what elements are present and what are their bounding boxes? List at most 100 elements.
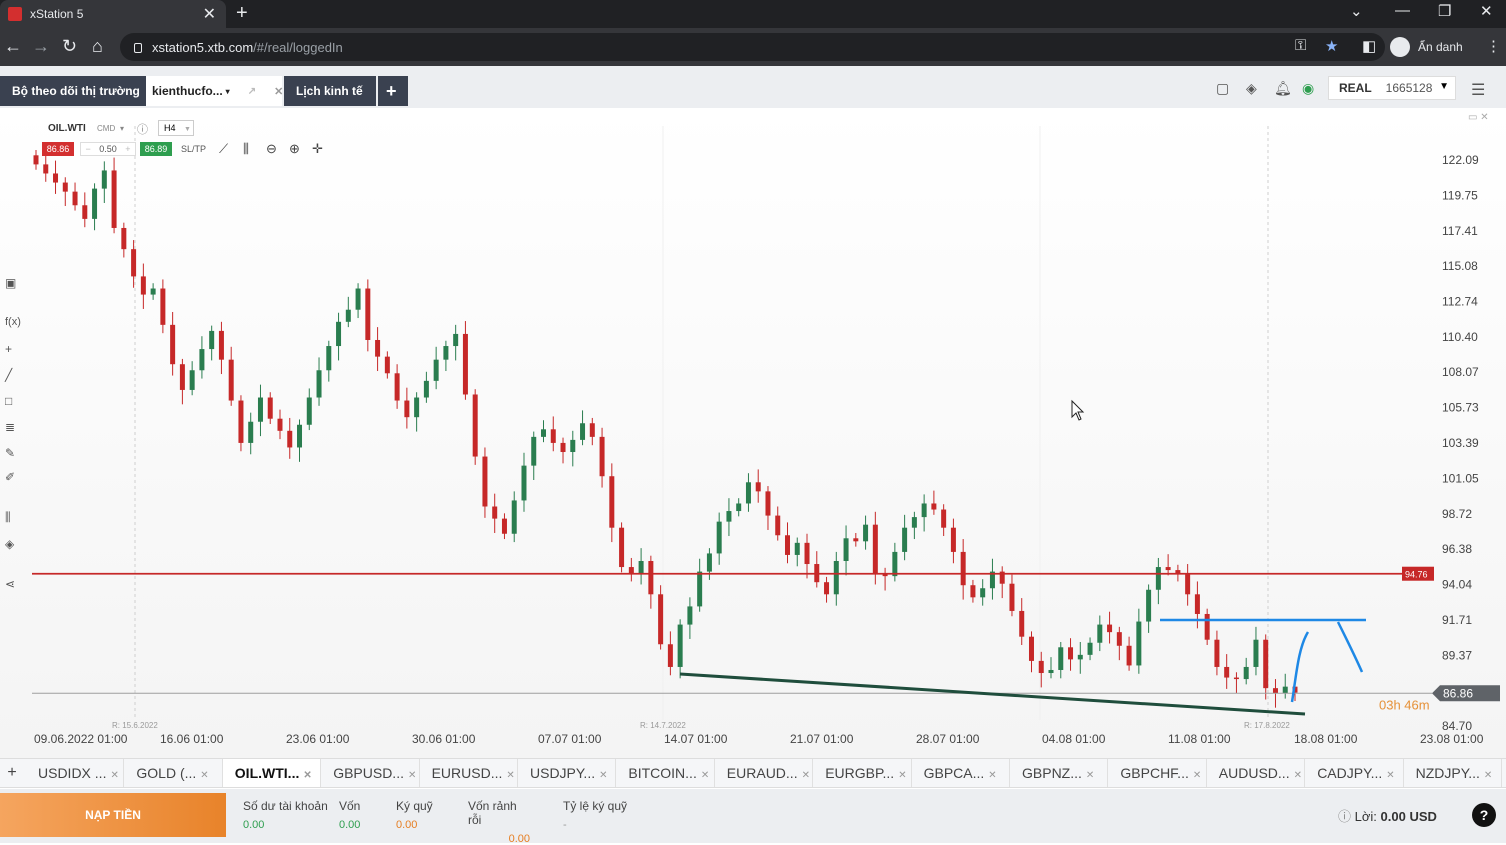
deposit-button[interactable]: NẠP TIỀN	[0, 793, 226, 837]
crosshair-tool-icon[interactable]: +	[5, 342, 13, 356]
trendline-tool-icon[interactable]: ╱	[5, 368, 13, 382]
add-instrument-icon[interactable]: +	[7, 764, 17, 781]
instrument-tab[interactable]: USDJPY... ✕	[518, 759, 617, 787]
tab-search-icon[interactable]: ⌄	[1350, 3, 1363, 20]
volume-input[interactable]: − 0.50 +	[80, 142, 136, 156]
reload-icon[interactable]: ↻	[62, 36, 78, 56]
minimize-icon[interactable]: —	[1395, 2, 1410, 19]
close-instrument-tab-icon[interactable]: ✕	[988, 770, 997, 781]
popout-icon[interactable]: ↗	[247, 85, 257, 97]
close-instrument-tab-icon[interactable]: ✕	[110, 770, 119, 781]
buy-button[interactable]: 86.89	[140, 142, 172, 156]
bookmark-star-icon[interactable]: ★	[1325, 38, 1339, 55]
price-chart[interactable]: 122.09 119.75 117.41 115.08 112.74 110.40 108.…	[0, 108, 1506, 758]
close-instrument-tab-icon[interactable]: ✕	[506, 770, 515, 781]
x-tick-label: 09.06.2022 01:00	[34, 732, 128, 746]
candle-body	[140, 276, 146, 295]
line-chart-icon[interactable]: ⟋	[219, 141, 229, 156]
brush-tool-icon[interactable]: ✐	[5, 470, 16, 484]
close-instrument-tab-icon[interactable]: ✕	[1293, 770, 1302, 781]
indicator-fx-icon[interactable]: f(x)	[5, 316, 21, 328]
close-tab-icon[interactable]: ✕	[202, 6, 216, 23]
rectangle-tool-icon[interactable]: □	[5, 394, 13, 408]
chevron-down-icon[interactable]: ▾	[225, 86, 230, 96]
tab-market-watch[interactable]: Bộ theo dõi thị trường	[0, 76, 152, 106]
instrument-tab[interactable]: GBPUSD... ✕	[321, 759, 420, 787]
volume-decrement-icon[interactable]: −	[85, 144, 91, 154]
close-instrument-tab-icon[interactable]: ✕	[1386, 770, 1395, 781]
sound-icon[interactable]: ◈	[1246, 80, 1257, 96]
close-instrument-tab-icon[interactable]: ✕	[599, 770, 608, 781]
browser-tab[interactable]: xStation 5 ✕	[0, 0, 226, 28]
restore-icon[interactable]: ❐	[1438, 3, 1452, 20]
instrument-tab[interactable]: OIL.WTI... ✕	[222, 759, 322, 787]
candle-body	[218, 330, 224, 360]
new-tab-icon[interactable]: +	[236, 2, 248, 24]
instrument-tab[interactable]: EURGBP... ✕	[813, 759, 912, 787]
close-instrument-tab-icon[interactable]: ✕	[801, 770, 810, 781]
instrument-tab[interactable]: GBPCHF... ✕	[1108, 759, 1207, 787]
y-tick-label: 105.73	[1442, 401, 1479, 415]
chart-symbol[interactable]: OIL.WTI	[48, 123, 86, 134]
close-instrument-tab-icon[interactable]: ✕	[200, 770, 209, 781]
instrument-tab[interactable]: CADJPY... ✕	[1305, 759, 1404, 787]
forward-icon[interactable]: →	[32, 36, 50, 56]
layers-icon[interactable]: ◈	[5, 537, 15, 551]
crosshair-icon[interactable]: ✛	[312, 141, 323, 156]
hamburger-menu-icon[interactable]: ☰	[1471, 82, 1486, 99]
instrument-tab[interactable]: USDIDX ... ✕	[26, 759, 125, 787]
instrument-tab[interactable]: EURUSD... ✕	[420, 759, 518, 787]
instrument-tab[interactable]: BITCOIN... ✕	[616, 759, 715, 787]
candle-body	[1282, 686, 1288, 694]
close-instrument-tab-icon[interactable]: ✕	[700, 770, 710, 781]
instrument-tab[interactable]: GBPCA... ✕	[912, 759, 1010, 787]
instrument-tab[interactable]: NZDJPY... ✕	[1404, 759, 1502, 787]
close-window-icon[interactable]: ✕	[1480, 3, 1493, 20]
back-icon[interactable]: ←	[4, 36, 22, 56]
chart-window-controls-icon[interactable]: ▭ ✕	[1468, 112, 1489, 123]
close-instrument-tab-icon[interactable]: ✕	[303, 770, 312, 781]
home-icon[interactable]: ⌂	[92, 36, 103, 56]
add-tab-button[interactable]: +	[378, 76, 408, 106]
key-icon[interactable]: ⚿	[1295, 37, 1307, 54]
instrument-tab[interactable]: GOLD (... ✕	[124, 759, 223, 787]
close-instrument-tab-icon[interactable]: ✕	[1483, 770, 1493, 781]
volume-increment-icon[interactable]: +	[125, 144, 131, 154]
candles-tool-icon[interactable]: ⫼	[5, 510, 11, 524]
tab-economic-calendar[interactable]: Lịch kinh tế	[284, 76, 376, 106]
layout-icon[interactable]: ▢	[1216, 80, 1230, 96]
close-workspace-icon[interactable]: ✕	[274, 85, 284, 98]
close-instrument-tab-icon[interactable]: ✕	[898, 770, 907, 781]
sell-button[interactable]: 86.86	[42, 142, 74, 156]
instrument-tab[interactable]: EURAUD... ✕	[715, 759, 814, 787]
pen-tool-icon[interactable]: ✎	[5, 446, 16, 460]
sltp-button[interactable]: SL/TP	[181, 144, 207, 154]
info-icon[interactable]: ⓘ	[137, 124, 148, 136]
close-instrument-tab-icon[interactable]: ✕	[1085, 770, 1095, 781]
candle-body	[1175, 570, 1181, 574]
incognito-profile[interactable]: Ẩn danh	[1390, 34, 1463, 60]
x-tick-label: 07.07 01:00	[538, 732, 602, 746]
instrument-tab[interactable]: AUDUSD... ✕	[1207, 759, 1306, 787]
notification-bell-icon[interactable]: 🔔︎	[1274, 80, 1292, 96]
share-icon[interactable]: ⋖	[5, 577, 16, 591]
profit-info-icon[interactable]: ⓘ	[1338, 809, 1352, 824]
instrument-tab[interactable]: GBPNZ... ✕	[1010, 759, 1109, 787]
tab-workspace[interactable]: kienthucfo... ▾ ↗ ✕	[146, 76, 284, 106]
close-instrument-tab-icon[interactable]: ✕	[1192, 770, 1202, 781]
fibonacci-tool-icon[interactable]: ≣	[5, 420, 16, 434]
side-panel-icon[interactable]: ◧	[1362, 38, 1377, 55]
account-selector[interactable]: REAL 1665128 ▼	[1328, 76, 1456, 100]
equity-value: 0.00	[339, 819, 361, 831]
symbol-dropdown-icon[interactable]: ▾	[120, 124, 125, 133]
close-instrument-tab-icon[interactable]: ✕	[407, 770, 417, 781]
candle-body	[1116, 632, 1122, 646]
zoom-in-icon[interactable]: ⊕	[289, 141, 300, 156]
help-button[interactable]: ?	[1472, 803, 1496, 827]
url-field[interactable]: xstation5.xtb.com /#/real/loggedIn	[120, 33, 1385, 61]
candles-icon[interactable]: ⫼	[243, 141, 249, 156]
chart-type-icon[interactable]: ▣	[5, 276, 17, 290]
browser-menu-icon[interactable]: ⋮	[1486, 38, 1501, 55]
zoom-out-icon[interactable]: ⊖	[266, 141, 277, 156]
timeframe-select[interactable]: H4 ▼	[158, 120, 194, 136]
